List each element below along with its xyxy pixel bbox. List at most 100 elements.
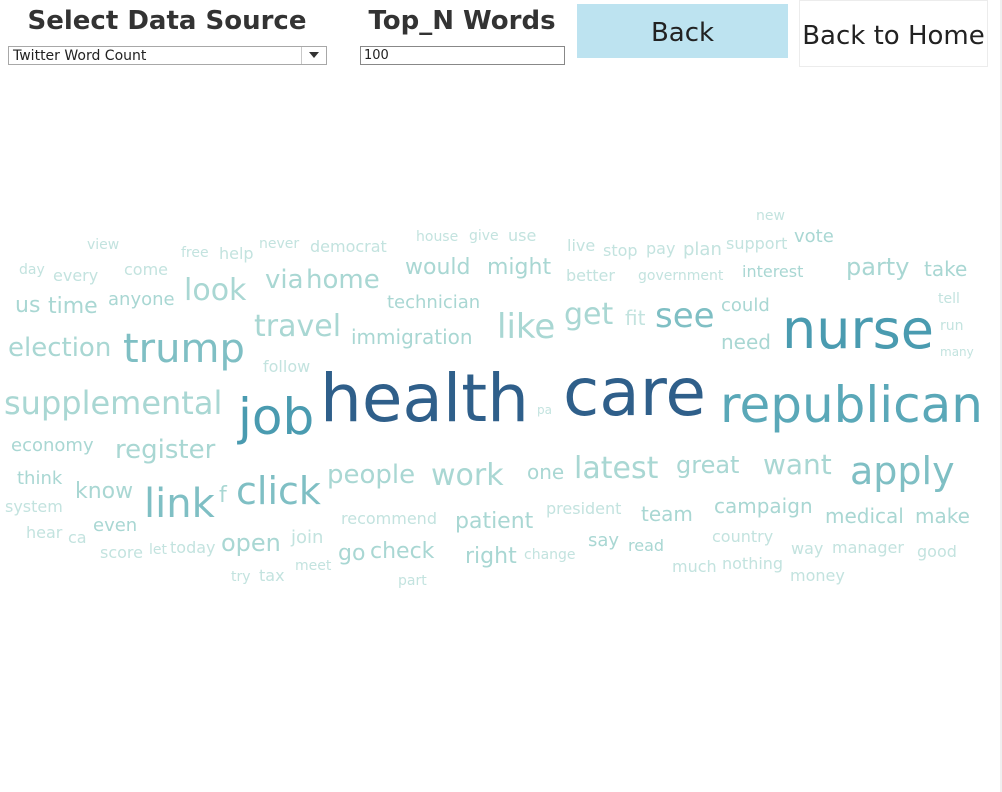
word-cloud-word[interactable]: get — [564, 297, 614, 332]
word-cloud-word[interactable]: plan — [683, 239, 722, 260]
word-cloud-word[interactable]: hear — [26, 523, 63, 542]
word-cloud-word[interactable]: never — [259, 236, 300, 252]
word-cloud-word[interactable]: right — [465, 544, 517, 569]
word-cloud-word[interactable]: take — [924, 257, 968, 281]
word-cloud-word[interactable]: house — [416, 229, 459, 245]
word-cloud-word[interactable]: give — [469, 228, 499, 244]
back-button[interactable]: Back — [577, 4, 788, 58]
word-cloud-word[interactable]: read — [628, 536, 665, 555]
word-cloud-word[interactable]: use — [508, 226, 537, 245]
word-cloud-word[interactable]: campaign — [714, 494, 813, 518]
word-cloud-word[interactable]: day — [19, 262, 45, 278]
word-cloud-word[interactable]: immigration — [351, 325, 473, 349]
word-cloud-word[interactable]: job — [238, 388, 315, 446]
word-cloud-word[interactable]: want — [763, 448, 832, 481]
word-cloud-word[interactable]: good — [917, 542, 957, 561]
word-cloud-word[interactable]: tell — [938, 291, 960, 307]
word-cloud-word[interactable]: ca — [68, 528, 87, 547]
back-to-home-button[interactable]: Back to Home — [799, 0, 988, 67]
word-cloud-word[interactable]: party — [846, 253, 910, 281]
word-cloud-word[interactable]: work — [431, 458, 504, 493]
word-cloud-word[interactable]: time — [48, 294, 98, 319]
word-cloud-word[interactable]: need — [721, 330, 771, 354]
word-cloud-word[interactable]: election — [8, 333, 112, 363]
word-cloud-word[interactable]: stop — [603, 241, 638, 260]
word-cloud-word[interactable]: live — [567, 236, 596, 255]
word-cloud-word[interactable]: let — [149, 542, 167, 558]
word-cloud-word[interactable]: might — [487, 255, 552, 280]
word-cloud-word[interactable]: try — [231, 569, 251, 585]
word-cloud-word[interactable]: tax — [259, 566, 285, 585]
word-cloud-word[interactable]: apply — [850, 449, 955, 493]
word-cloud-word[interactable]: president — [546, 499, 622, 518]
word-cloud-word[interactable]: health — [320, 360, 529, 437]
word-cloud-word[interactable]: come — [124, 260, 169, 279]
word-cloud-word[interactable]: home — [306, 265, 380, 295]
word-cloud-word[interactable]: join — [291, 527, 324, 548]
word-cloud-word[interactable]: recommend — [341, 509, 437, 528]
word-cloud-word[interactable]: meet — [295, 558, 332, 574]
word-cloud-word[interactable]: run — [940, 318, 964, 334]
word-cloud-word[interactable]: every — [53, 266, 99, 285]
word-cloud-word[interactable]: support — [726, 234, 788, 253]
word-cloud-word[interactable]: follow — [263, 357, 311, 376]
data-source-dropdown[interactable]: Twitter Word Count — [8, 46, 327, 65]
word-cloud-word[interactable]: people — [327, 460, 416, 490]
word-cloud-word[interactable]: check — [370, 539, 435, 564]
word-cloud-word[interactable]: one — [527, 460, 565, 484]
word-cloud-word[interactable]: f — [219, 483, 227, 508]
word-cloud-word[interactable]: democrat — [310, 237, 387, 256]
word-cloud-word[interactable]: today — [170, 538, 216, 557]
word-cloud-word[interactable]: system — [5, 497, 63, 516]
word-cloud-word[interactable]: score — [100, 543, 143, 562]
word-cloud-word[interactable]: nothing — [722, 554, 784, 573]
word-cloud-word[interactable]: manager — [832, 538, 904, 557]
word-cloud-word[interactable]: vote — [794, 226, 834, 247]
word-cloud-word[interactable]: technician — [387, 292, 481, 313]
word-cloud-word[interactable]: via — [265, 265, 304, 295]
word-cloud-word[interactable]: think — [17, 468, 63, 489]
word-cloud-word[interactable]: interest — [742, 262, 804, 281]
word-cloud-word[interactable]: travel — [254, 309, 342, 344]
word-cloud-word[interactable]: say — [588, 530, 620, 551]
word-cloud-word[interactable]: change — [524, 547, 576, 563]
word-cloud-word[interactable]: even — [93, 515, 138, 536]
word-cloud-word[interactable]: way — [791, 539, 824, 558]
word-cloud-word[interactable]: would — [405, 255, 471, 280]
word-cloud-word[interactable]: know — [75, 479, 134, 504]
word-cloud-word[interactable]: like — [497, 307, 556, 347]
word-cloud-word[interactable]: care — [563, 354, 707, 431]
word-cloud-word[interactable]: open — [221, 529, 281, 557]
word-cloud-word[interactable]: country — [712, 527, 774, 546]
word-cloud-word[interactable]: see — [655, 296, 715, 336]
word-cloud-word[interactable]: much — [672, 557, 717, 576]
word-cloud-word[interactable]: new — [756, 208, 785, 224]
word-cloud-word[interactable]: pay — [646, 239, 676, 258]
dropdown-toggle[interactable] — [301, 47, 326, 64]
word-cloud-word[interactable]: many — [940, 345, 974, 359]
top-n-words-input[interactable] — [360, 46, 565, 65]
word-cloud-word[interactable]: look — [184, 273, 247, 308]
word-cloud-word[interactable]: better — [566, 266, 615, 285]
word-cloud-word[interactable]: could — [721, 295, 770, 316]
word-cloud-word[interactable]: nurse — [782, 298, 935, 361]
word-cloud-word[interactable]: great — [676, 451, 740, 479]
word-cloud-word[interactable]: make — [915, 504, 970, 528]
word-cloud-word[interactable]: view — [87, 237, 120, 253]
word-cloud-word[interactable]: register — [115, 435, 216, 465]
word-cloud-word[interactable]: republican — [720, 376, 983, 434]
word-cloud-word[interactable]: free — [181, 245, 209, 261]
word-cloud-word[interactable]: trump — [123, 326, 245, 372]
word-cloud-word[interactable]: us — [15, 293, 41, 318]
word-cloud-word[interactable]: pa — [537, 403, 552, 417]
word-cloud-word[interactable]: part — [398, 573, 427, 589]
word-cloud-word[interactable]: latest — [574, 451, 659, 486]
word-cloud-word[interactable]: supplemental — [4, 384, 223, 422]
word-cloud-word[interactable]: government — [638, 268, 724, 284]
word-cloud-word[interactable]: fit — [625, 306, 646, 330]
word-cloud-word[interactable]: money — [790, 566, 845, 585]
word-cloud-word[interactable]: link — [144, 481, 215, 527]
word-cloud-word[interactable]: go — [338, 541, 366, 566]
word-cloud-word[interactable]: patient — [455, 509, 534, 534]
word-cloud-word[interactable]: click — [236, 469, 321, 513]
